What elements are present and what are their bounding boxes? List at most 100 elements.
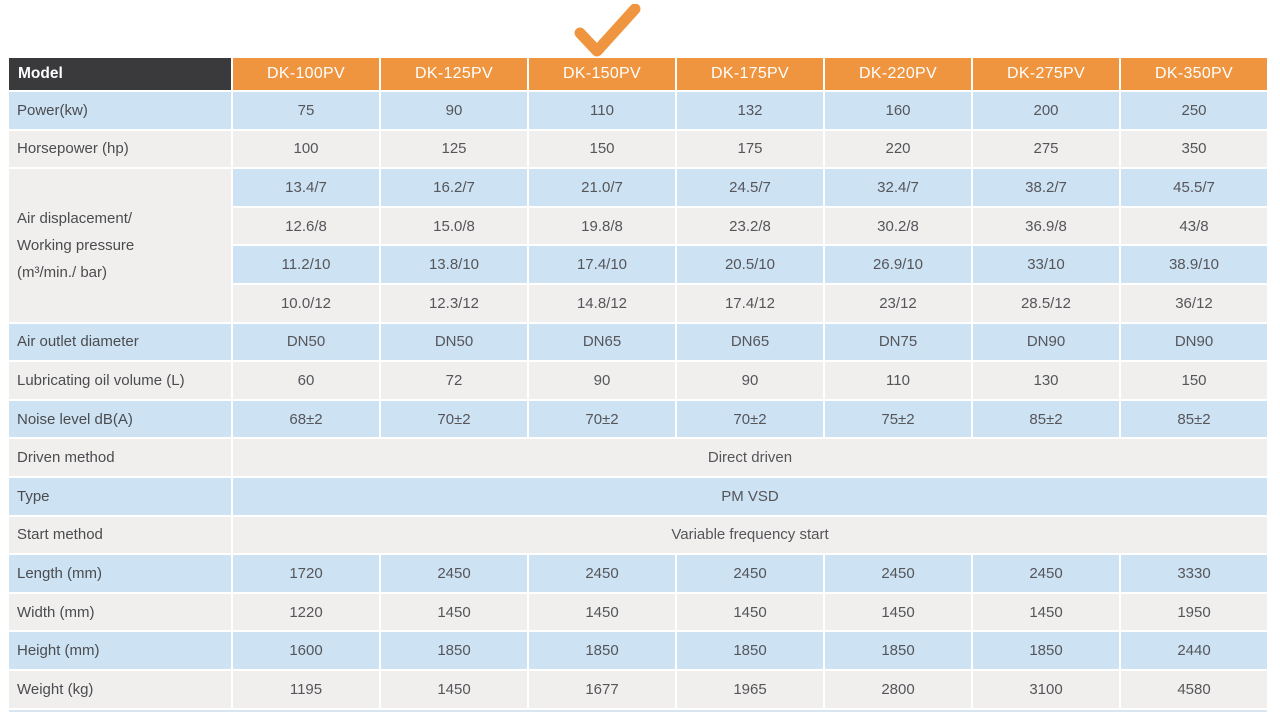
spec-value-cell: 110 bbox=[529, 92, 675, 129]
spec-value-cell: 32.4/7 bbox=[825, 169, 971, 206]
row-label-line: Working pressure bbox=[17, 236, 135, 254]
spec-value-cell: 72 bbox=[381, 362, 527, 399]
spec-value-cell: 70±2 bbox=[381, 400, 527, 438]
table-row: Air outlet diameter DN50 DN50 DN65 DN65 DN75 D… bbox=[9, 323, 1267, 361]
spec-value-cell: 12.3/12 bbox=[381, 284, 527, 322]
spec-value-cell: 13.4/7 bbox=[233, 169, 379, 206]
spec-value-cell: 70±2 bbox=[677, 400, 823, 438]
row-label: Weight (kg) bbox=[9, 670, 231, 708]
check-icon bbox=[570, 3, 646, 58]
spec-value-cell: 1965 bbox=[677, 670, 823, 708]
spec-value-cell: 4580 bbox=[1121, 670, 1267, 708]
spec-value-cell: 75 bbox=[233, 92, 379, 129]
spec-value-cell: 130 bbox=[973, 362, 1119, 399]
spec-value-cell: 350 bbox=[1121, 130, 1267, 168]
spec-value-cell: 38.2/7 bbox=[973, 169, 1119, 206]
spec-value-cell: 150 bbox=[1121, 362, 1267, 399]
row-label: Noise level dB(A) bbox=[9, 400, 231, 438]
column-header-dk-150pv: DK-150PV bbox=[529, 58, 675, 90]
spec-value-cell: 1950 bbox=[1121, 593, 1267, 631]
spec-table-head: Model DK-100PV DK-125PV DK-150PV DK-175PV DK-… bbox=[9, 58, 1267, 90]
table-row: Start method Variable frequency start bbox=[9, 516, 1267, 554]
spec-value-cell: 45.5/7 bbox=[1121, 169, 1267, 206]
column-header-dk-175pv: DK-175PV bbox=[677, 58, 823, 90]
spec-value-cell: 90 bbox=[529, 362, 675, 399]
column-header-dk-220pv: DK-220PV bbox=[825, 58, 971, 90]
spec-value-cell: 70±2 bbox=[529, 400, 675, 438]
row-label: Length (mm) bbox=[9, 555, 231, 592]
spec-value-cell: 2450 bbox=[825, 555, 971, 592]
row-label: Horsepower (hp) bbox=[9, 130, 231, 168]
spec-value-cell: 2440 bbox=[1121, 632, 1267, 669]
row-label-line: (m³/min./ bar) bbox=[17, 263, 107, 281]
merged-value-cell: PM VSD bbox=[233, 477, 1267, 515]
spec-value-cell: 60 bbox=[233, 362, 379, 399]
spec-value-cell: 68±2 bbox=[233, 400, 379, 438]
spec-value-cell: 11.2/10 bbox=[233, 246, 379, 283]
spec-value-cell: 15.0/8 bbox=[381, 207, 527, 245]
spec-value-cell: 100 bbox=[233, 130, 379, 168]
spec-value-cell: 1450 bbox=[677, 593, 823, 631]
spec-value-cell: 43/8 bbox=[1121, 207, 1267, 245]
table-row: Height (mm) 1600 1850 1850 1850 1850 1850 2440 bbox=[9, 632, 1267, 669]
spec-table-container: Model DK-100PV DK-125PV DK-150PV DK-175PV DK-… bbox=[7, 56, 1269, 712]
spec-value-cell: 10.0/12 bbox=[233, 284, 379, 322]
spec-value-cell: 13.8/10 bbox=[381, 246, 527, 283]
spec-value-cell: 125 bbox=[381, 130, 527, 168]
spec-value-cell: 275 bbox=[973, 130, 1119, 168]
spec-value-cell: 36.9/8 bbox=[973, 207, 1119, 245]
spec-value-cell: 33/10 bbox=[973, 246, 1119, 283]
spec-value-cell: 16.2/7 bbox=[381, 169, 527, 206]
table-row: Noise level dB(A) 68±2 70±2 70±2 70±2 75±2 85±… bbox=[9, 400, 1267, 438]
spec-value-cell: 1850 bbox=[381, 632, 527, 669]
row-label: Start method bbox=[9, 516, 231, 554]
spec-value-cell: 1677 bbox=[529, 670, 675, 708]
table-row: 12.6/8 15.0/8 19.8/8 23.2/8 30.2/8 36.9/8 43/8 bbox=[9, 207, 1267, 245]
spec-value-cell: DN65 bbox=[529, 323, 675, 361]
spec-value-cell: 250 bbox=[1121, 92, 1267, 129]
spec-value-cell: 2450 bbox=[529, 555, 675, 592]
spec-value-cell: 1850 bbox=[529, 632, 675, 669]
row-label: Power(kw) bbox=[9, 92, 231, 129]
spec-value-cell: DN50 bbox=[381, 323, 527, 361]
header-row: Model DK-100PV DK-125PV DK-150PV DK-175PV DK-… bbox=[9, 58, 1267, 90]
spec-value-cell: 1450 bbox=[381, 670, 527, 708]
spec-value-cell: 12.6/8 bbox=[233, 207, 379, 245]
spec-value-cell: 90 bbox=[677, 362, 823, 399]
spec-value-cell: 160 bbox=[825, 92, 971, 129]
spec-value-cell: 30.2/8 bbox=[825, 207, 971, 245]
spec-value-cell: 1720 bbox=[233, 555, 379, 592]
table-row: 10.0/12 12.3/12 14.8/12 17.4/12 23/12 28.5/12… bbox=[9, 284, 1267, 322]
spec-value-cell: 75±2 bbox=[825, 400, 971, 438]
row-label: Air outlet diameter bbox=[9, 323, 231, 361]
column-header-dk-125pv: DK-125PV bbox=[381, 58, 527, 90]
row-label-group: Air displacement/Working pressure (m³/min… bbox=[9, 169, 231, 322]
row-label: Lubricating oil volume (L) bbox=[9, 362, 231, 399]
spec-value-cell: 23.2/8 bbox=[677, 207, 823, 245]
spec-value-cell: 2450 bbox=[381, 555, 527, 592]
spec-value-cell: DN90 bbox=[973, 323, 1119, 361]
spec-value-cell: 220 bbox=[825, 130, 971, 168]
column-header-dk-275pv: DK-275PV bbox=[973, 58, 1119, 90]
spec-value-cell: 14.8/12 bbox=[529, 284, 675, 322]
spec-table-body: Power(kw) 75 90 110 132 160 200 250 Horsepower (… bbox=[9, 92, 1267, 708]
check-icon-stroke bbox=[574, 3, 641, 57]
table-row: Driven method Direct driven bbox=[9, 439, 1267, 476]
column-header-dk-100pv: DK-100PV bbox=[233, 58, 379, 90]
spec-value-cell: 200 bbox=[973, 92, 1119, 129]
spec-value-cell: DN90 bbox=[1121, 323, 1267, 361]
spec-value-cell: 26.9/10 bbox=[825, 246, 971, 283]
table-bottom-edge bbox=[9, 709, 1267, 712]
spec-value-cell: 85±2 bbox=[973, 400, 1119, 438]
table-row: Weight (kg) 1195 1450 1677 1965 2800 3100 4580 bbox=[9, 670, 1267, 708]
spec-value-cell: 132 bbox=[677, 92, 823, 129]
spec-value-cell: 3100 bbox=[973, 670, 1119, 708]
spec-value-cell: 1450 bbox=[973, 593, 1119, 631]
spec-value-cell: 19.8/8 bbox=[529, 207, 675, 245]
spec-value-cell: 24.5/7 bbox=[677, 169, 823, 206]
row-label-line: Air displacement/ bbox=[17, 209, 133, 227]
spec-value-cell: 1450 bbox=[381, 593, 527, 631]
spec-value-cell: 1850 bbox=[973, 632, 1119, 669]
spec-value-cell: 175 bbox=[677, 130, 823, 168]
spec-value-cell: 150 bbox=[529, 130, 675, 168]
